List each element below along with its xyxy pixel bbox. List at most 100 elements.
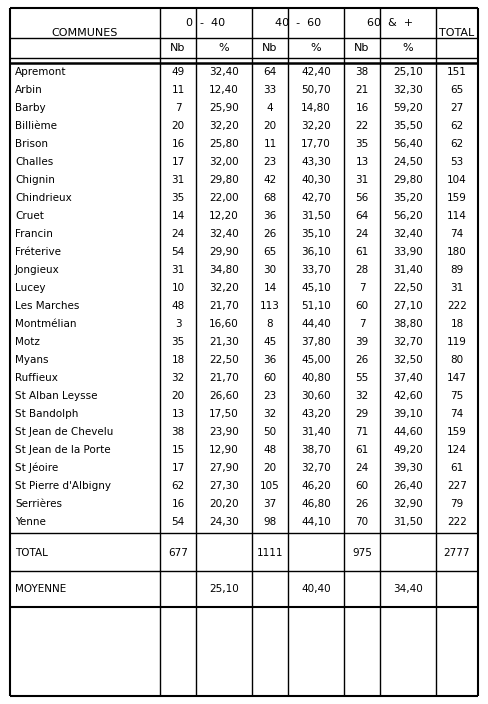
Text: Nb: Nb (170, 43, 186, 53)
Text: 39,30: 39,30 (393, 463, 423, 473)
Text: 119: 119 (447, 337, 467, 347)
Text: 21: 21 (355, 85, 368, 95)
Text: %: % (311, 43, 321, 53)
Text: 40,80: 40,80 (301, 373, 331, 383)
Text: 32: 32 (264, 409, 277, 419)
Text: 17,70: 17,70 (301, 139, 331, 149)
Text: St Jean de la Porte: St Jean de la Porte (15, 445, 111, 455)
Text: 37,80: 37,80 (301, 337, 331, 347)
Text: 4: 4 (266, 103, 273, 113)
Text: 60: 60 (355, 481, 368, 491)
Text: 26,60: 26,60 (209, 391, 239, 401)
Text: Barby: Barby (15, 103, 45, 113)
Text: 30,60: 30,60 (301, 391, 331, 401)
Text: 46,80: 46,80 (301, 499, 331, 509)
Text: 22: 22 (355, 121, 368, 131)
Text: 27,30: 27,30 (209, 481, 239, 491)
Text: 79: 79 (450, 499, 464, 509)
Text: 44,40: 44,40 (301, 319, 331, 329)
Text: 22,00: 22,00 (209, 193, 239, 203)
Text: 20: 20 (264, 463, 277, 473)
Text: 44,10: 44,10 (301, 517, 331, 527)
Text: 33: 33 (264, 85, 277, 95)
Text: 32,40: 32,40 (209, 67, 239, 77)
Text: 26: 26 (355, 499, 368, 509)
Text: 27: 27 (450, 103, 464, 113)
Text: 43,20: 43,20 (301, 409, 331, 419)
Text: 39,10: 39,10 (393, 409, 423, 419)
Text: 40,30: 40,30 (301, 175, 331, 185)
Text: St Jéoire: St Jéoire (15, 463, 58, 473)
Text: 36: 36 (264, 211, 277, 221)
Text: 32,20: 32,20 (301, 121, 331, 131)
Text: 105: 105 (260, 481, 280, 491)
Text: 32,50: 32,50 (393, 355, 423, 365)
Text: 46,20: 46,20 (301, 481, 331, 491)
Text: 24,50: 24,50 (393, 157, 423, 167)
Text: 20,20: 20,20 (209, 499, 239, 509)
Text: 32,30: 32,30 (393, 85, 423, 95)
Text: 89: 89 (450, 265, 464, 275)
Text: Serrières: Serrières (15, 499, 62, 509)
Text: 222: 222 (447, 517, 467, 527)
Text: 44,60: 44,60 (393, 427, 423, 437)
Text: 32,20: 32,20 (209, 121, 239, 131)
Text: 48: 48 (171, 301, 184, 311)
Text: 20: 20 (264, 121, 277, 131)
Text: 29,80: 29,80 (209, 175, 239, 185)
Text: 35: 35 (171, 193, 184, 203)
Text: 23: 23 (264, 157, 277, 167)
Text: 34,40: 34,40 (393, 584, 423, 594)
Text: 222: 222 (447, 301, 467, 311)
Text: 59,20: 59,20 (393, 103, 423, 113)
Text: 49: 49 (171, 67, 184, 77)
Text: 16,60: 16,60 (209, 319, 239, 329)
Text: 0  -  40: 0 - 40 (186, 18, 225, 28)
Text: 40,40: 40,40 (301, 584, 331, 594)
Text: 17: 17 (171, 157, 184, 167)
Text: 28: 28 (355, 265, 368, 275)
Text: Francin: Francin (15, 229, 53, 239)
Text: 32,40: 32,40 (393, 229, 423, 239)
Text: 80: 80 (450, 355, 464, 365)
Text: 36,10: 36,10 (301, 247, 331, 257)
Text: 17: 17 (171, 463, 184, 473)
Text: 25,10: 25,10 (393, 67, 423, 77)
Text: 64: 64 (264, 67, 277, 77)
Text: 60  &  +: 60 & + (367, 18, 413, 28)
Text: 16: 16 (355, 103, 368, 113)
Text: 32,70: 32,70 (393, 337, 423, 347)
Text: 114: 114 (447, 211, 467, 221)
Text: 20: 20 (171, 121, 184, 131)
Text: 32: 32 (355, 391, 368, 401)
Text: 31,50: 31,50 (301, 211, 331, 221)
Text: 26: 26 (264, 229, 277, 239)
Text: 29: 29 (355, 409, 368, 419)
Text: 33,90: 33,90 (393, 247, 423, 257)
Text: 25,10: 25,10 (209, 584, 239, 594)
Text: COMMUNES: COMMUNES (52, 28, 118, 38)
Text: 13: 13 (355, 157, 368, 167)
Text: 32,20: 32,20 (209, 283, 239, 293)
Text: 12,20: 12,20 (209, 211, 239, 221)
Text: 22,50: 22,50 (209, 355, 239, 365)
Text: St Bandolph: St Bandolph (15, 409, 79, 419)
Text: 62: 62 (171, 481, 184, 491)
Text: 71: 71 (355, 427, 368, 437)
Text: 32: 32 (171, 373, 184, 383)
Text: 54: 54 (171, 517, 184, 527)
Text: 42,60: 42,60 (393, 391, 423, 401)
Text: 48: 48 (264, 445, 277, 455)
Text: 15: 15 (171, 445, 184, 455)
Text: Brison: Brison (15, 139, 48, 149)
Text: 1111: 1111 (257, 548, 283, 558)
Text: 2777: 2777 (444, 548, 470, 558)
Text: 75: 75 (450, 391, 464, 401)
Text: 3: 3 (175, 319, 182, 329)
Text: 21,70: 21,70 (209, 301, 239, 311)
Text: 21,70: 21,70 (209, 373, 239, 383)
Text: 25,80: 25,80 (209, 139, 239, 149)
Text: 7: 7 (175, 103, 182, 113)
Text: Myans: Myans (15, 355, 48, 365)
Text: 61: 61 (450, 463, 464, 473)
